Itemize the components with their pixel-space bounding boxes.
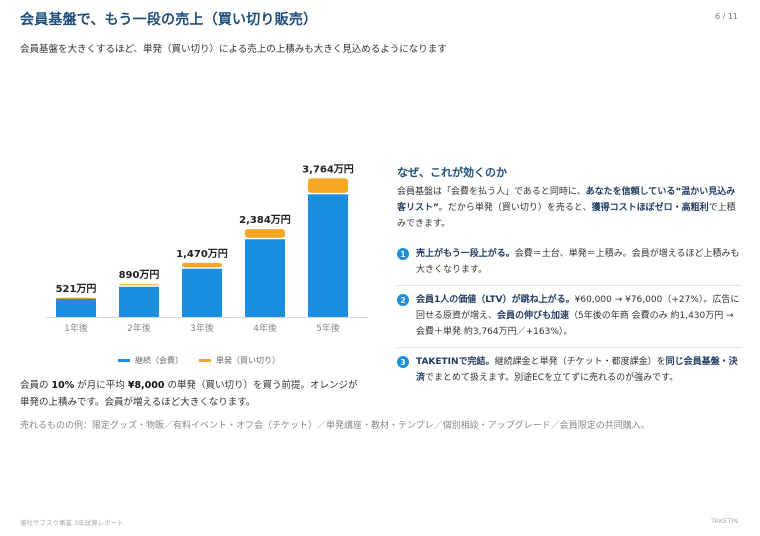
bar-oneoff <box>182 262 222 268</box>
reason-text: 会員1人の価値（LTV）が跳ね上がる。¥60,000 → ¥76,000（+27… <box>416 295 740 337</box>
bar-subscription <box>245 239 285 317</box>
reason-item-2: 2 会員1人の価値（LTV）が跳ね上がる。¥60,000 → ¥76,000（+… <box>397 286 742 348</box>
x-tick-label: 3年後 <box>190 322 214 334</box>
x-tick-label: 2年後 <box>127 322 151 334</box>
bar-subscription <box>56 298 96 317</box>
data-label-total: 890万円 <box>119 269 160 281</box>
reason-list: 1 売上がもう一段上がる。会費＝土台、単発＝上積み。会員が増えるほど上積みも大き… <box>397 240 742 393</box>
x-tick-label: 4年後 <box>253 322 277 334</box>
bar-oneoff <box>119 284 159 286</box>
footer-brand: TAKETIN <box>710 517 738 525</box>
revenue-stacked-bar-chart: 521万円 1年後 890万円 2年後 1,470万円 3年後 2,384万円 4年後 3,76… <box>46 163 368 334</box>
data-label-total: 3,764万円 <box>302 163 354 175</box>
why-title: なぜ、これが効くのか <box>397 166 507 179</box>
reason-text: TAKETINで完結。継続課金と単発（チケット・都度課金）を同じ会員基盤・決済で… <box>416 357 738 383</box>
number-badge-icon: 2 <box>397 294 409 306</box>
data-label-total: 1,470万円 <box>176 248 228 260</box>
page-title: 会員基盤で、もう一段の売上（買い切り販売） <box>20 12 318 28</box>
legend-item-oneoff: 単発（買い切り） <box>199 355 280 366</box>
bar-subscription <box>119 286 159 317</box>
note-rate: 10% <box>51 380 75 391</box>
footer-report-name: 御社サブスク事業 3年試算レポート <box>20 519 124 527</box>
reason-item-3: 3 TAKETINで完結。継続課金と単発（チケット・都度課金）を同じ会員基盤・決… <box>397 348 742 393</box>
bar-oneoff <box>308 178 348 193</box>
chart-note: 会員の 10% が月に平均 ¥8,000 の単発（買い切り）を買う前提。オレンジ… <box>20 380 358 408</box>
legend-item-subscription: 継続（会費） <box>118 355 183 366</box>
product-examples: 売れるものの例：限定グッズ・物販／有料イベント・オフ会（チケット）／単発講座・教… <box>20 421 650 431</box>
page-number: 6 / 11 <box>714 12 738 21</box>
data-label-total: 2,384万円 <box>239 214 291 226</box>
legend-swatch-oneoff <box>199 359 211 362</box>
bar-subscription <box>308 194 348 317</box>
chart-legend: 継続（会費） 単発（買い切り） <box>118 355 280 366</box>
page-subtitle: 会員基盤を大きくするほど、単発（買い切り）による売上の上積みも大きく見込めるよう… <box>20 44 447 55</box>
bar-oneoff <box>56 297 96 299</box>
legend-swatch-subscription <box>118 359 130 362</box>
note-price: ¥8,000 <box>127 380 165 391</box>
reason-item-1: 1 売上がもう一段上がる。会費＝土台、単発＝上積み。会員が増えるほど上積みも大き… <box>397 240 742 286</box>
legend-label-subscription: 継続（会費） <box>135 356 183 365</box>
x-tick-label: 1年後 <box>64 322 88 334</box>
legend-label-oneoff: 単発（買い切り） <box>216 356 280 365</box>
bar-oneoff <box>245 229 285 238</box>
number-badge-icon: 1 <box>397 248 409 260</box>
bar-subscription <box>182 268 222 317</box>
reason-text: 売上がもう一段上がる。会費＝土台、単発＝上積み。会員が増えるほど上積みも大きくな… <box>416 249 740 275</box>
data-label-total: 521万円 <box>56 283 97 295</box>
x-tick-label: 5年後 <box>316 322 340 334</box>
why-body: 会員基盤は「会費を払う人」であると同時に、あなたを信頼している“温かい見込み客リ… <box>397 187 736 229</box>
number-badge-icon: 3 <box>397 356 409 368</box>
